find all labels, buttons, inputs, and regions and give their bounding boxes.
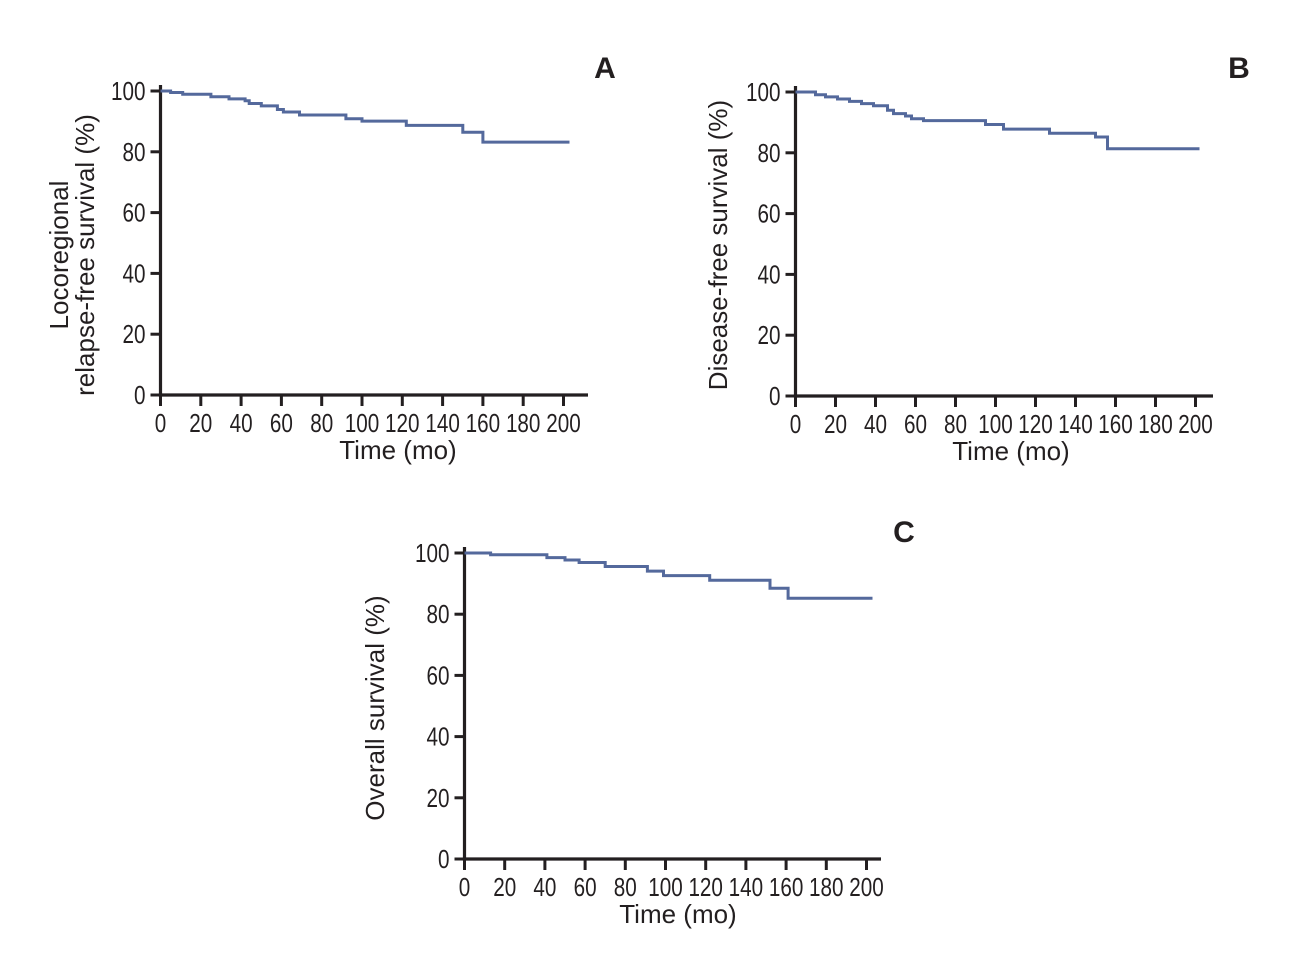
x-tick-label: 20	[189, 408, 212, 438]
km-curve	[795, 90, 1200, 151]
y-tick-label: 60	[427, 660, 450, 690]
x-tick-label: 100	[978, 409, 1013, 439]
x-tick-label: 180	[506, 408, 541, 438]
y-tick-label: 40	[123, 258, 146, 288]
panel-label: C	[893, 516, 915, 549]
x-tick-label: 0	[459, 872, 471, 902]
x-tick-label: 0	[790, 409, 802, 439]
x-tick-label: 60	[574, 872, 597, 902]
x-tick-label: 20	[493, 872, 516, 902]
x-tick-label: 180	[809, 872, 844, 902]
y-tick-label: 80	[758, 138, 781, 168]
y-axis-title: Overall survival (%)	[360, 595, 390, 820]
y-tick-label: 20	[427, 783, 450, 813]
y-tick-label: 20	[123, 319, 146, 349]
x-tick-label: 0	[155, 408, 167, 438]
x-tick-label: 60	[904, 409, 927, 439]
x-tick-label: 120	[1018, 409, 1053, 439]
y-tick-label: 0	[134, 380, 146, 410]
x-tick-label: 200	[546, 408, 581, 438]
y-tick-label: 100	[746, 77, 781, 107]
x-tick-label: 200	[849, 872, 884, 902]
y-tick-label: 80	[427, 599, 450, 629]
x-tick-label: 80	[310, 408, 333, 438]
x-tick-label: 160	[466, 408, 501, 438]
x-tick-label: 100	[648, 872, 683, 902]
x-tick-label: 180	[1138, 409, 1173, 439]
x-tick-label: 100	[345, 408, 380, 438]
y-tick-label: 60	[758, 199, 781, 229]
x-tick-label: 80	[614, 872, 637, 902]
x-tick-label: 120	[688, 872, 723, 902]
x-tick-label: 40	[230, 408, 253, 438]
km-curve	[464, 551, 873, 600]
y-tick-label: 40	[758, 259, 781, 289]
x-axis-title: Time (mo)	[952, 436, 1069, 466]
panel-label: A	[594, 52, 616, 85]
y-axis-title: relapse-free survival (%)	[70, 114, 100, 396]
x-tick-label: 40	[533, 872, 556, 902]
y-tick-label: 80	[123, 137, 146, 167]
y-tick-label: 40	[427, 722, 450, 752]
x-tick-label: 200	[1178, 409, 1213, 439]
x-axis-title: Time (mo)	[619, 899, 736, 929]
y-axis-title: Locoregional	[44, 181, 74, 330]
x-tick-label: 20	[824, 409, 847, 439]
y-tick-label: 60	[123, 198, 146, 228]
y-tick-label: 100	[415, 538, 450, 568]
panel-label: B	[1228, 52, 1250, 85]
x-tick-label: 140	[729, 872, 764, 902]
y-tick-label: 20	[758, 320, 781, 350]
x-tick-label: 160	[1098, 409, 1133, 439]
x-tick-label: 120	[385, 408, 420, 438]
x-tick-label: 60	[270, 408, 293, 438]
y-tick-label: 100	[111, 76, 146, 106]
x-tick-label: 140	[425, 408, 460, 438]
y-tick-label: 0	[769, 381, 781, 411]
y-tick-label: 0	[438, 844, 450, 874]
y-axis-title: Disease-free survival (%)	[703, 100, 733, 390]
km-curve	[160, 89, 570, 144]
x-tick-label: 80	[944, 409, 967, 439]
x-axis-title: Time (mo)	[339, 435, 456, 465]
x-tick-label: 160	[769, 872, 804, 902]
x-tick-label: 140	[1058, 409, 1093, 439]
x-tick-label: 40	[864, 409, 887, 439]
